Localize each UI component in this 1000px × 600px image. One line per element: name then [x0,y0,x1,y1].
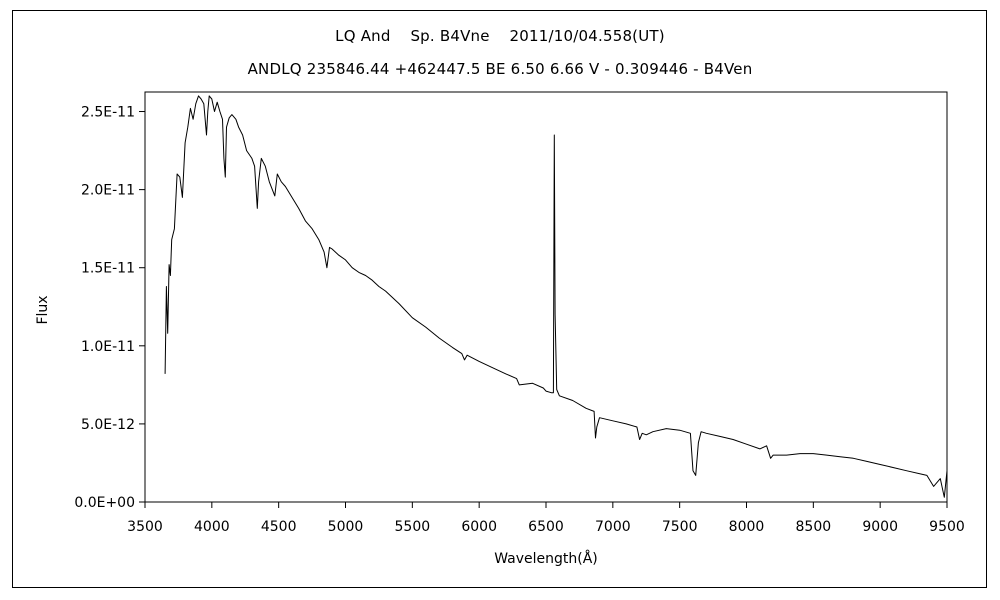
y-tick-label: 1.0E-11 [81,339,135,355]
x-tick-label: 7500 [662,519,698,535]
x-tick-label: 5500 [395,519,431,535]
chart-subtitle: ANDLQ 235846.44 +462447.5 BE 6.50 6.66 V… [247,60,753,78]
x-axis-ticks: 3500 4000 4500 5000 5500 6000 6500 7000 7500 8000… [127,502,965,535]
x-tick-label: 9500 [929,519,965,535]
x-tick-label: 6000 [461,519,497,535]
x-tick-label: 4500 [261,519,297,535]
y-tick-label: 5.0E-12 [81,417,135,433]
y-tick-label: 2.5E-11 [81,105,135,121]
x-tick-label: 8500 [796,519,832,535]
chart-title: LQ And Sp. B4Vne 2011/10/04.558(UT) [335,27,665,45]
chart-frame [12,10,987,588]
y-tick-label: 2.0E-11 [81,183,135,199]
x-tick-label: 7000 [595,519,631,535]
x-tick-label: 4000 [194,519,230,535]
x-tick-label: 3500 [127,519,163,535]
x-tick-label: 5000 [328,519,364,535]
plot-area [144,91,948,503]
y-tick-label: 1.5E-11 [81,261,135,277]
x-axis-label: Wavelength(Å) [494,550,598,567]
x-tick-label: 9000 [862,519,898,535]
x-tick-label: 6500 [528,519,564,535]
y-axis-ticks: 0.0E+00 5.0E-12 1.0E-11 1.5E-11 2.0E-11 2.5E-… [74,105,145,511]
x-tick-label: 8000 [729,519,765,535]
spectrum-line [164,95,948,498]
y-axis-label: Flux [35,295,51,324]
y-tick-label: 0.0E+00 [74,495,135,511]
